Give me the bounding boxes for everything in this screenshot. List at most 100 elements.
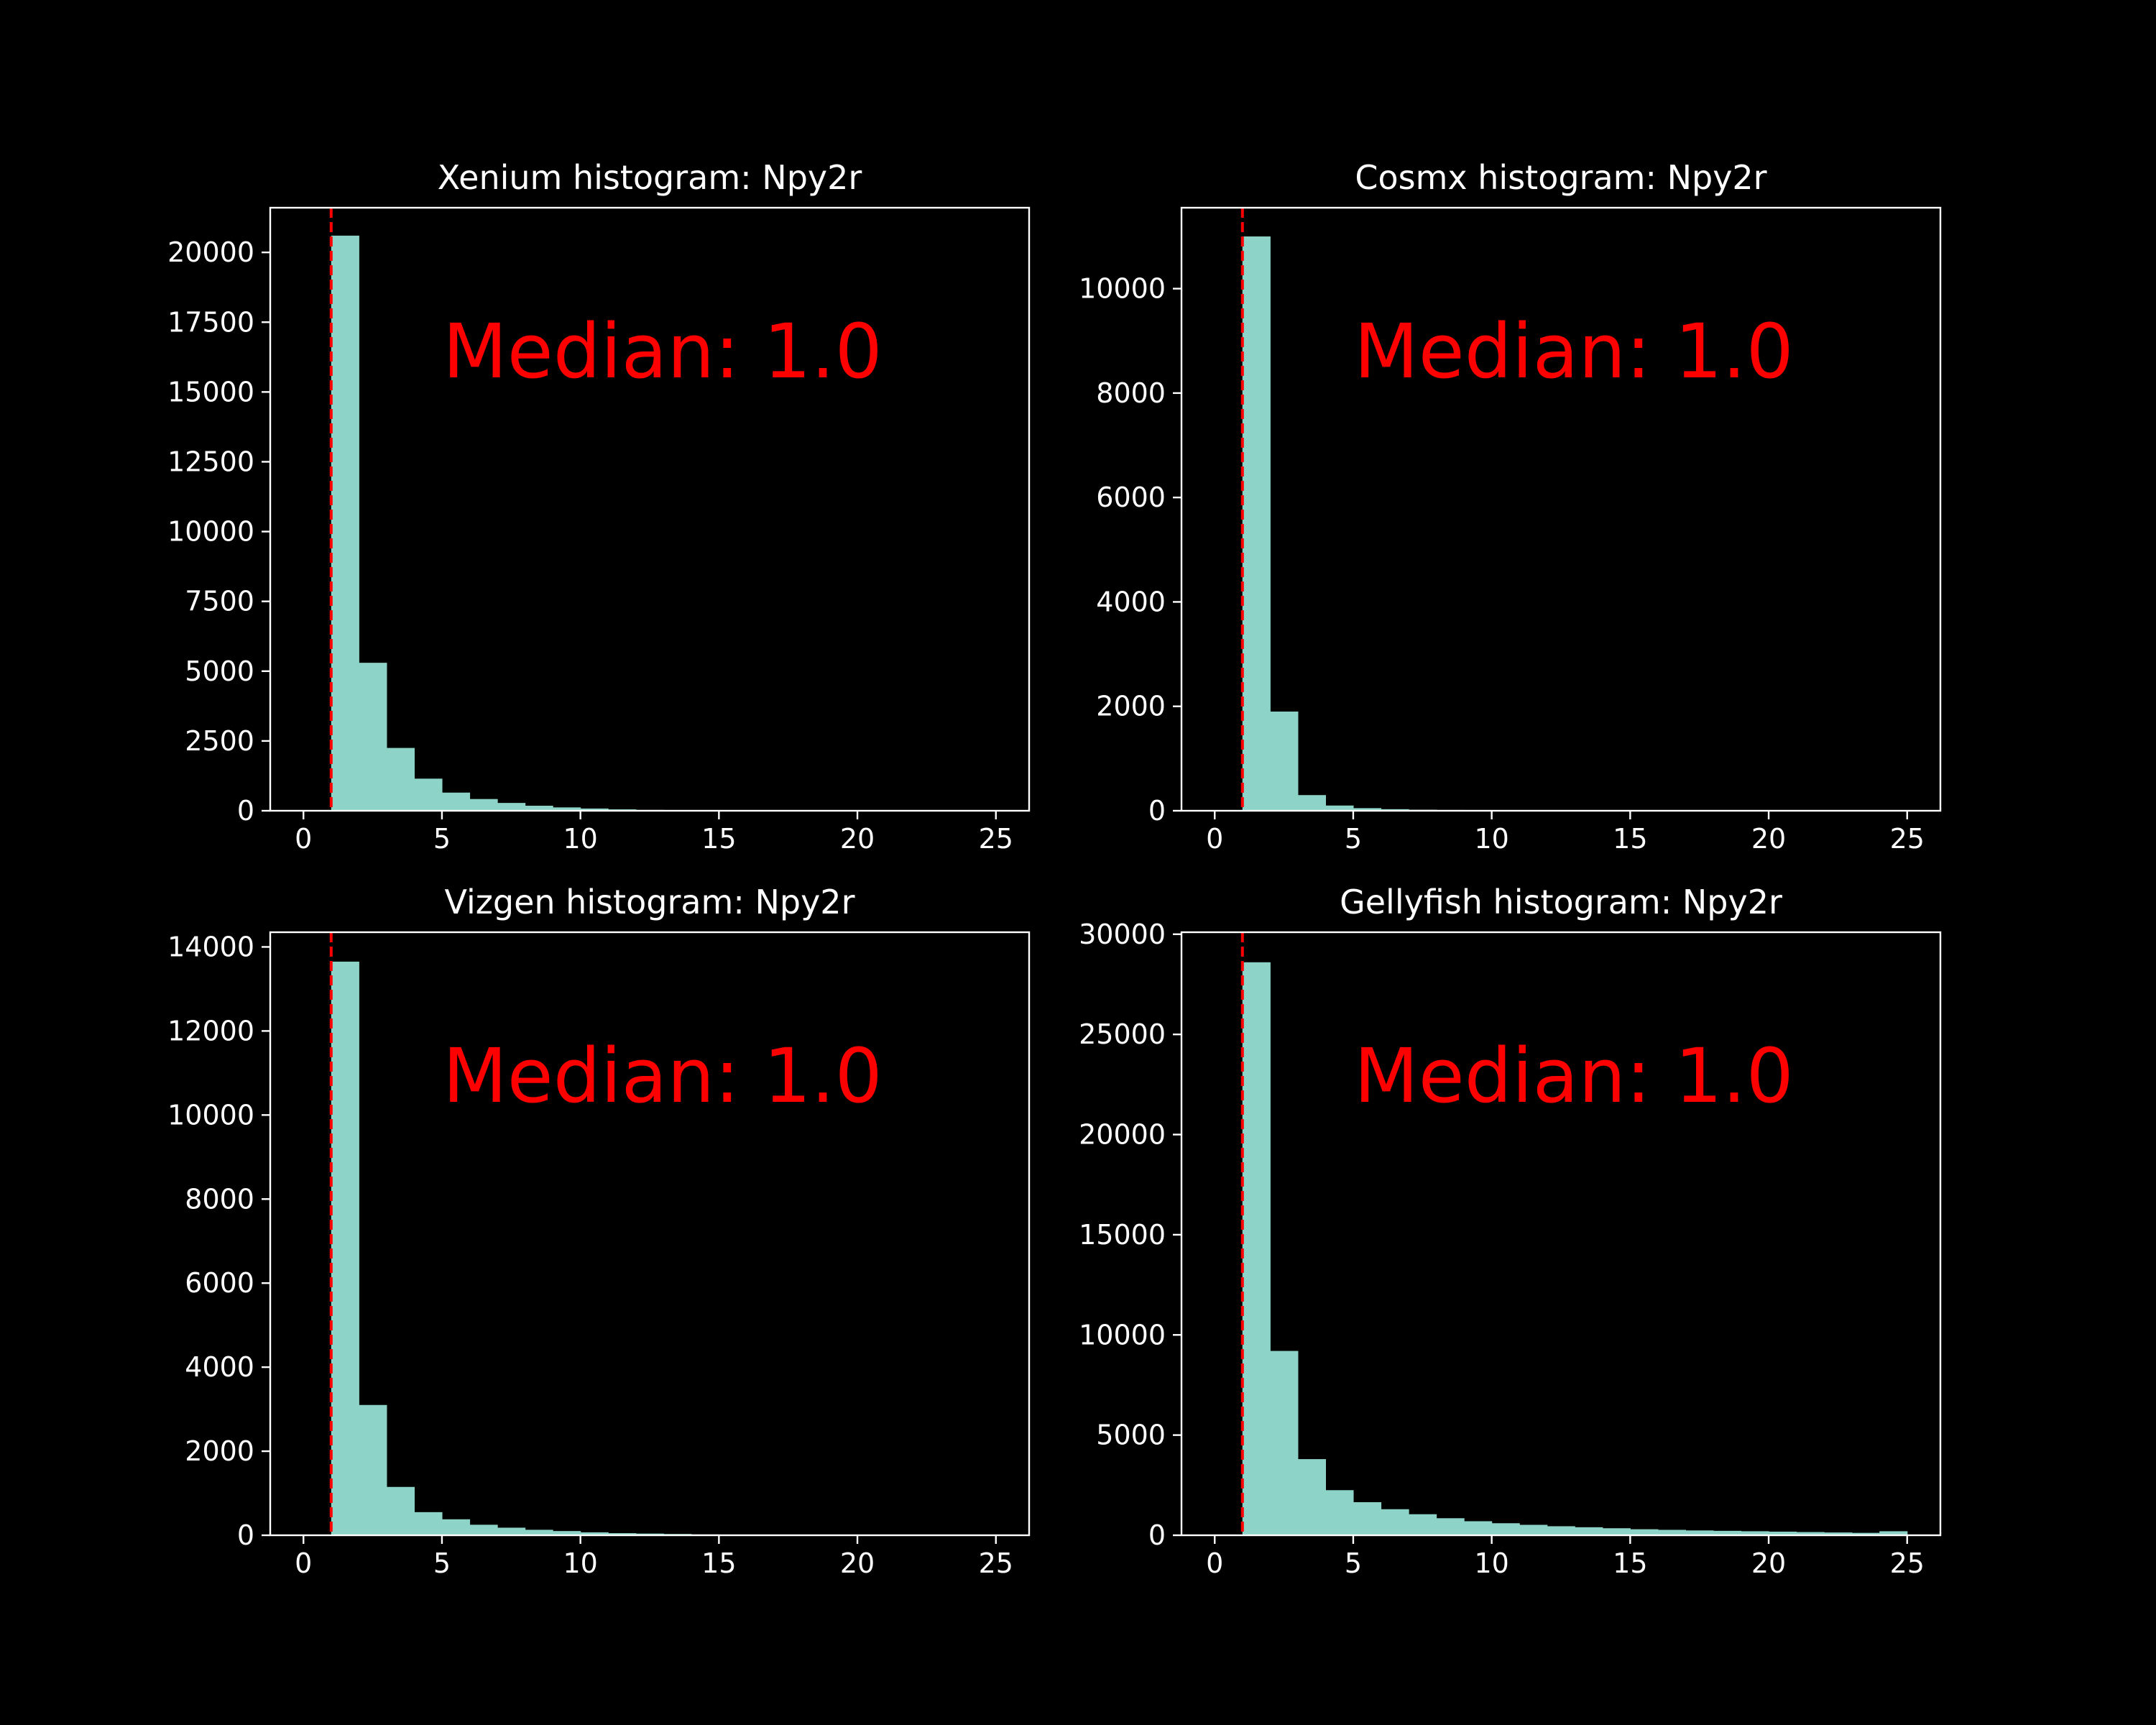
panel-vizgen: 0 5 10 15 20 25 0 2000 4000 6000 8000 10000 12000 14… [167,883,1031,1579]
histogram-bar [414,778,443,811]
y-tick-label: 12000 [167,1015,254,1046]
panel-cosmx: 0 5 10 15 20 25 0 2000 4000 6000 8000 10000 Cosmx … [1079,158,1942,855]
histogram-bar [1713,1530,1742,1535]
y-tick-label: 10000 [167,516,254,548]
y-tick-label: 0 [1148,1519,1166,1551]
panel-title: Cosmx histogram: Npy2r [1355,158,1766,197]
x-tick-label: 0 [1206,1547,1223,1579]
y-tick-label: 20000 [1079,1119,1166,1151]
histogram-bar [1657,1530,1687,1535]
median-annotation: Median: 1.0 [1354,308,1794,395]
x-tick-label: 20 [840,1547,875,1579]
histogram-bar [1325,805,1354,811]
histogram-bar [1741,1531,1769,1535]
histogram-bar [1464,1521,1493,1535]
histogram-bar [1630,1529,1659,1535]
histogram-bar [441,792,471,811]
histogram-bar [1769,1531,1797,1535]
histogram-bar [1297,1459,1327,1535]
histogram-bar [1575,1527,1603,1535]
axes-frame [269,206,1031,812]
x-tick-label: 10 [563,1547,597,1579]
histogram-bar [497,1527,526,1535]
histogram-bar [331,235,359,811]
x-tick-label: 10 [563,823,597,855]
histogram-bar [414,1512,443,1535]
histogram-bar [1796,1532,1825,1535]
histogram-bar [580,808,609,811]
x-tick-label: 10 [1474,823,1508,855]
x-tick-label: 25 [1890,823,1925,855]
histogram-bar [441,1519,471,1535]
y-tick-label: 5000 [185,656,254,687]
histogram-bar [1824,1532,1853,1535]
panel-title: Vizgen histogram: Npy2r [445,883,855,921]
histogram-bar [1297,795,1327,811]
y-tick-label: 0 [1148,795,1166,827]
y-tick-label: 10000 [1079,1319,1166,1351]
y-tick-label: 14000 [167,931,254,962]
x-tick-label: 0 [1206,823,1223,855]
histogram-bar [553,1531,581,1535]
x-tick-label: 5 [1345,1547,1362,1579]
x-tick-label: 5 [433,823,451,855]
histogram-bar [1242,962,1271,1535]
histogram-bar [1879,1531,1908,1535]
median-annotation: Median: 1.0 [1354,1032,1794,1120]
histogram-bar [386,748,415,811]
histogram-bar [525,806,553,811]
y-tick-label: 30000 [1079,919,1166,950]
x-tick-label: 15 [1613,823,1647,855]
histogram-bar [1270,1351,1299,1535]
histogram-bar [1353,1502,1382,1535]
y-tick-label: 2000 [1096,691,1166,722]
x-tick-label: 25 [1890,1547,1925,1579]
x-tick-label: 25 [979,1547,1013,1579]
x-tick-label: 20 [840,823,875,855]
median-annotation: Median: 1.0 [443,308,883,395]
panel-title: Gellyfish histogram: Npy2r [1340,883,1782,921]
histogram-bar [1519,1524,1548,1535]
x-tick-label: 5 [433,1547,451,1579]
x-tick-label: 5 [1345,823,1362,855]
x-tick-label: 15 [701,823,736,855]
histogram-bar [469,799,498,811]
y-tick-label: 2500 [185,725,254,757]
y-tick-label: 8000 [185,1183,254,1215]
y-tick-label: 15000 [167,376,254,408]
x-tick-label: 20 [1751,823,1786,855]
histogram-bar [1547,1526,1575,1535]
histogram-bar [1381,1509,1409,1535]
median-annotation: Median: 1.0 [443,1032,883,1120]
panel-gellyfish: 0 5 10 15 20 25 0 5000 10000 15000 20000 25000 3000… [1079,883,1942,1579]
y-tick-label: 20000 [167,236,254,268]
y-tick-label: 10000 [1079,273,1166,305]
histogram-bar [331,961,359,1535]
y-tick-label: 10000 [167,1099,254,1131]
histogram-bar [469,1524,498,1535]
histogram-bar [359,663,387,811]
y-tick-label: 12500 [167,446,254,477]
y-tick-label: 25000 [1079,1018,1166,1050]
histogram-bar [1409,1514,1437,1535]
y-tick-label: 7500 [185,586,254,617]
axes-frame [269,931,1031,1537]
histogram-bar [553,807,581,811]
y-tick-label: 15000 [1079,1219,1166,1251]
histogram-bar [608,1533,637,1535]
histogram-bar [1353,808,1382,811]
axes-frame [1180,931,1942,1537]
x-tick-label: 10 [1474,1547,1508,1579]
histogram-bar [1270,711,1299,811]
histogram-bar [525,1530,553,1535]
y-tick-label: 4000 [185,1351,254,1383]
histogram-bar [1685,1530,1714,1535]
histogram-bar [1242,236,1271,811]
x-tick-label: 0 [295,823,312,855]
histogram-bar [1325,1490,1354,1535]
y-tick-label: 0 [237,1519,254,1551]
y-tick-label: 0 [237,795,254,827]
y-tick-label: 17500 [167,306,254,338]
